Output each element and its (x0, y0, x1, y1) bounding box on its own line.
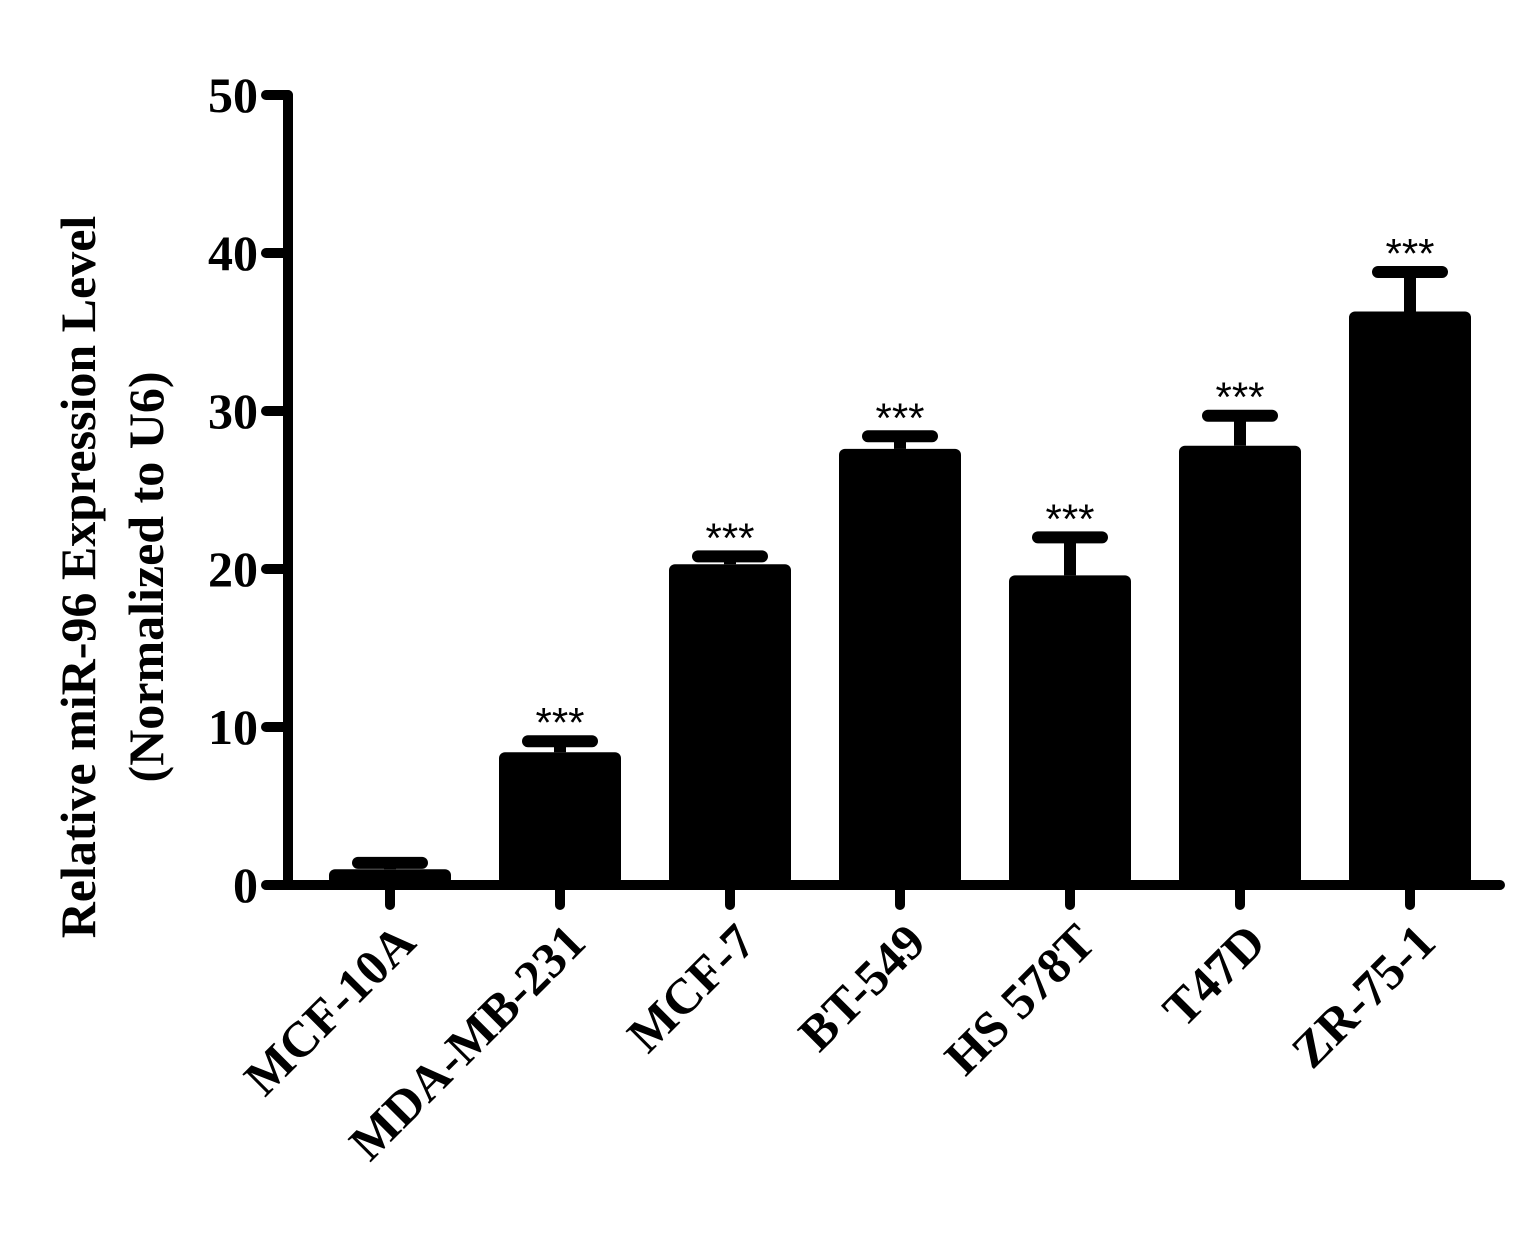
y-tick-label-40: 40 (208, 225, 258, 281)
bar-mda-mb-231 (499, 752, 621, 885)
x-tick-label-zr-75-1: ZR-75-1 (1280, 913, 1445, 1078)
x-tick-label-hs-578t: HS 578T (934, 913, 1106, 1085)
y-tick-label-0: 0 (233, 857, 258, 913)
significance-marker-mda-mb-231: *** (535, 699, 584, 746)
significance-marker-bt-549: *** (875, 394, 924, 441)
bar-t47d (1179, 445, 1301, 885)
bar-mcf-7 (669, 564, 791, 885)
axes-group (283, 90, 1505, 890)
y-axis-title-line-2: (Normalized to U6) (118, 372, 174, 783)
significance-marker-t47d: *** (1215, 374, 1264, 421)
significance-marker-mcf-7: *** (705, 514, 754, 561)
x-tick-label-t47d: T47D (1152, 913, 1276, 1037)
y-axis-title-line-1: Relative miR-96 Expression Level (50, 216, 106, 939)
bar-hs-578t (1009, 575, 1131, 885)
y-tick-label-10: 10 (208, 699, 258, 755)
y-tick-label-20: 20 (208, 541, 258, 597)
y-ticks-group: 0 10 20 30 40 50 (208, 67, 293, 913)
significance-marker-hs-578t: *** (1045, 495, 1094, 542)
significance-marker-zr-75-1: *** (1385, 230, 1434, 277)
bar-zr-75-1 (1349, 311, 1471, 886)
x-tick-label-bt-549: BT-549 (787, 913, 935, 1061)
y-tick-label-30: 30 (208, 383, 258, 439)
x-tick-label-mcf-7: MCF-7 (616, 913, 766, 1063)
significance-markers-group: *** *** *** *** *** *** (535, 230, 1434, 746)
y-axis-title: Relative miR-96 Expression Level (Normal… (50, 216, 174, 939)
y-tick-label-50: 50 (208, 67, 258, 123)
bar-bt-549 (839, 448, 961, 885)
error-bars-group (352, 265, 1448, 870)
bars-group (329, 311, 1471, 886)
